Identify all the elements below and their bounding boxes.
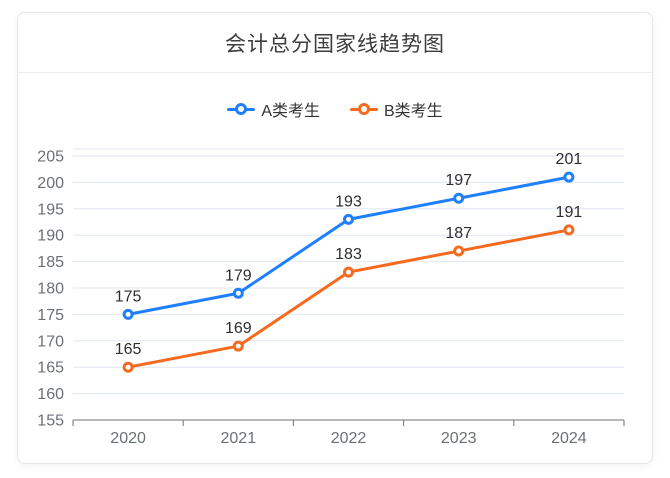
y-axis-tick-label: 190 <box>37 228 64 245</box>
line-circle-marker-icon <box>350 102 378 116</box>
x-axis-tick-label: 2023 <box>441 430 477 447</box>
chart-card: 会计总分国家线趋势图 A类考生 B类考生 155 160 165 170 175 180 1… <box>17 12 653 464</box>
legend-item-b[interactable]: B类考生 <box>350 97 443 121</box>
data-point-1-2024[interactable] <box>563 224 575 236</box>
y-axis-tick-label: 195 <box>37 201 64 218</box>
y-axis-tick-label: 155 <box>37 413 64 430</box>
point-label: 193 <box>335 193 362 210</box>
y-axis-tick-label: 185 <box>37 254 64 271</box>
data-point-0-2020[interactable] <box>122 308 134 320</box>
data-point-0-2024[interactable] <box>563 171 575 183</box>
y-axis-tick-label: 200 <box>37 175 64 192</box>
point-label: 197 <box>445 172 472 189</box>
point-label: 187 <box>445 225 472 242</box>
chart-title: 会计总分国家线趋势图 <box>225 32 445 56</box>
y-axis-tick-label: 175 <box>37 307 64 324</box>
trend-line-chart: 155 160 165 170 175 180 185 190 195 200 205 2020 202… <box>37 148 625 447</box>
legend-item-a[interactable]: A类考生 <box>227 97 320 121</box>
point-label: 201 <box>556 151 583 168</box>
point-label: 183 <box>335 246 362 263</box>
line-circle-marker-icon <box>227 102 256 116</box>
y-axis-tick-label: 160 <box>37 386 64 403</box>
data-point-1-2020[interactable] <box>122 361 134 373</box>
x-axis-tick-label: 2024 <box>551 430 587 447</box>
data-point-0-2023[interactable] <box>453 192 465 204</box>
y-axis-tick-label: 165 <box>37 360 64 377</box>
point-label: 169 <box>225 320 252 337</box>
point-label: 179 <box>225 267 252 284</box>
x-axis-tick-label: 2022 <box>331 430 367 447</box>
data-point-1-2021[interactable] <box>232 340 244 352</box>
point-label: 191 <box>556 204 583 221</box>
data-point-0-2021[interactable] <box>232 287 244 299</box>
point-label: 175 <box>115 288 142 305</box>
point-label: 165 <box>115 341 142 358</box>
x-axis-tick-label: 2021 <box>221 430 257 447</box>
y-axis-tick-label: 180 <box>37 281 64 298</box>
x-axis-tick-label: 2020 <box>110 430 146 447</box>
legend-label-a: A类考生 <box>261 103 320 120</box>
data-point-1-2022[interactable] <box>343 266 354 278</box>
y-axis-tick-label: 170 <box>37 333 64 350</box>
legend: A类考生 B类考生 <box>18 97 652 121</box>
y-axis-tick-label: 205 <box>37 149 64 166</box>
data-point-1-2023[interactable] <box>453 245 465 257</box>
card-header: 会计总分国家线趋势图 <box>18 13 652 73</box>
data-point-0-2022[interactable] <box>343 213 354 225</box>
legend-label-b: B类考生 <box>384 103 443 120</box>
